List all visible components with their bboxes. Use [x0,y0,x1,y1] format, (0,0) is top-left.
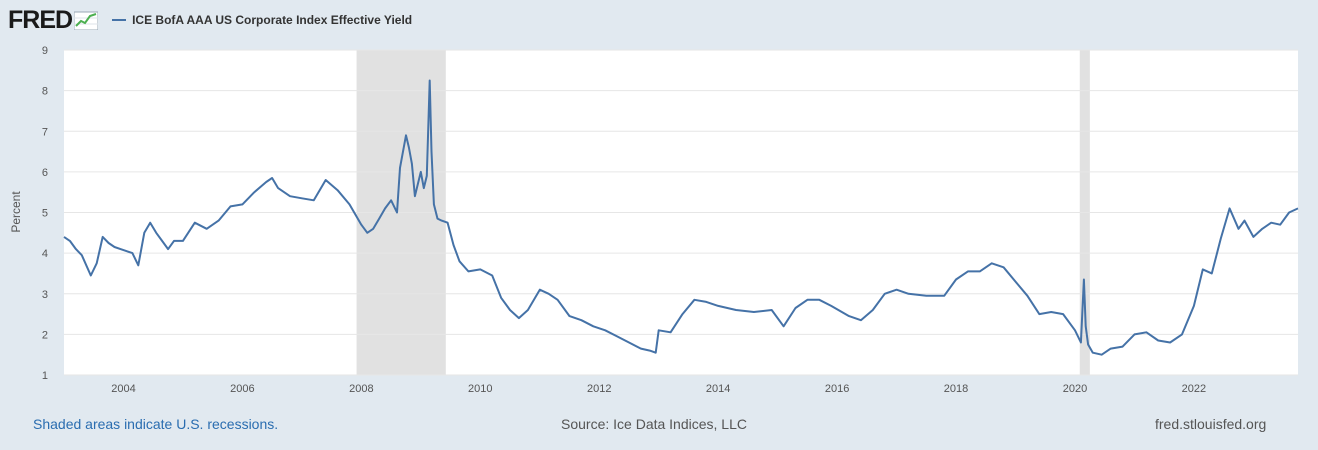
legend-swatch [112,19,127,21]
x-tick-label: 2020 [1063,383,1087,395]
y-tick-label: 1 [42,370,48,382]
y-axis: 1 2 3 4 5 6 7 8 9 [42,45,48,382]
fred-logo[interactable]: FRED [8,5,99,35]
x-tick-label: 2004 [111,383,135,395]
y-tick-label: 4 [42,248,48,260]
grid-lines [64,49,1298,376]
source-note: Source: Ice Data Indices, LLC [561,416,747,432]
y-tick-label: 6 [42,167,48,179]
x-tick-label: 2022 [1182,383,1206,395]
y-tick-label: 9 [42,45,48,57]
x-tick-label: 2014 [706,383,730,395]
legend-label: ICE BofA AAA US Corporate Index Effectiv… [132,13,413,27]
recession-note[interactable]: Shaded areas indicate U.S. recessions. [33,416,279,432]
fred-logo-text: FRED [8,5,73,34]
x-tick-label: 2008 [349,383,373,395]
y-tick-label: 7 [42,126,48,138]
y-tick-label: 3 [42,289,48,301]
x-tick-label: 2006 [230,383,254,395]
legend: ICE BofA AAA US Corporate Index Effectiv… [112,13,412,27]
x-tick-label: 2010 [468,383,492,395]
y-axis-label: Percent [9,191,23,233]
x-tick-label: 2012 [587,383,611,395]
y-tick-label: 5 [42,208,48,220]
x-tick-label: 2016 [825,383,849,395]
y-tick-label: 2 [42,329,48,341]
series-line[interactable] [63,79,1299,356]
chart-header: FRED ICE BofA AAA US Corporate Index Eff… [8,6,412,34]
site-link[interactable]: fred.stlouisfed.org [1155,416,1267,432]
x-tick-label: 2018 [944,383,968,395]
fred-logo-graph-icon [74,11,99,30]
y-tick-label: 8 [42,86,48,98]
x-axis: 2004 2006 2008 2010 2012 2014 2016 2018 2020 2022 [111,383,1206,395]
